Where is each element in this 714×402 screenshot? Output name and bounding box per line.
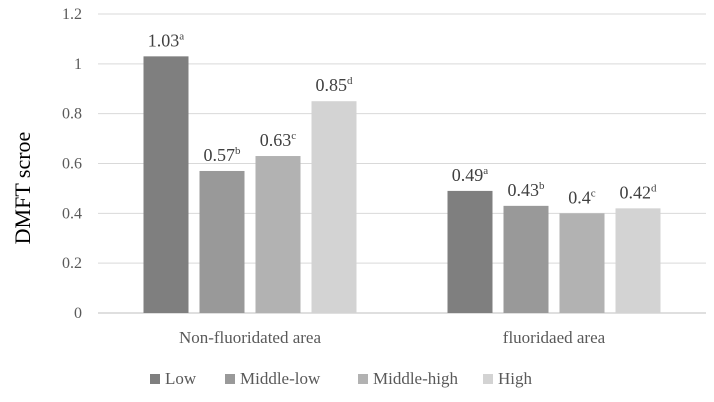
data-label-superscript: a xyxy=(483,165,488,177)
data-label: 0.43b xyxy=(508,180,546,200)
bar xyxy=(503,205,549,313)
y-tick-label: 1.2 xyxy=(62,6,82,23)
y-tick-label: 0.2 xyxy=(62,255,82,272)
data-label-superscript: a xyxy=(179,30,184,42)
bars xyxy=(143,56,661,313)
category-labels: Non-fluoridated area fluoridaed area xyxy=(179,328,606,347)
y-tick-label: 0.6 xyxy=(62,156,82,173)
data-labels: 1.03a 0.57b 0.63c 0.85d 0.49a 0.43b 0.4c 0.42d xyxy=(148,30,657,207)
data-label-superscript: b xyxy=(539,180,545,192)
data-label: 0.57b xyxy=(204,145,242,165)
legend-label: High xyxy=(498,369,533,388)
data-label-superscript: c xyxy=(591,187,596,199)
legend-label: Middle-low xyxy=(240,369,321,388)
bar xyxy=(311,101,357,313)
bar xyxy=(447,190,493,313)
legend-label: Middle-high xyxy=(373,369,458,388)
legend-swatch xyxy=(150,374,160,384)
category-label: Non-fluoridated area xyxy=(179,328,322,347)
y-tick-label: 1 xyxy=(74,56,82,73)
y-tick-labels: 0 0.2 0.4 0.6 0.8 1 1.2 xyxy=(62,6,82,322)
legend-swatch xyxy=(225,374,235,384)
bar xyxy=(199,170,245,313)
data-label: 0.4c xyxy=(568,187,596,207)
y-tick-label: 0 xyxy=(74,305,82,322)
bar xyxy=(559,213,605,313)
legend-swatch xyxy=(358,374,368,384)
bar xyxy=(255,156,301,313)
bar xyxy=(143,56,189,313)
data-label: 0.63c xyxy=(260,130,297,150)
y-tick-label: 0.8 xyxy=(62,106,82,123)
legend-label: Low xyxy=(165,369,197,388)
y-tick-label: 0.4 xyxy=(62,205,82,222)
data-label-superscript: b xyxy=(235,145,241,157)
data-label-superscript: d xyxy=(347,75,353,87)
y-axis-label: DMFT scroe xyxy=(10,132,35,245)
data-label-superscript: c xyxy=(291,130,296,142)
gridlines xyxy=(98,13,706,314)
legend: Low Middle-low Middle-high High xyxy=(150,369,533,388)
data-label-superscript: d xyxy=(651,182,657,194)
legend-swatch xyxy=(483,374,493,384)
data-label: 0.42d xyxy=(620,182,658,202)
data-label: 1.03a xyxy=(148,30,185,50)
bar xyxy=(615,208,661,313)
data-label: 0.85d xyxy=(316,75,354,95)
category-label: fluoridaed area xyxy=(503,328,606,347)
data-label: 0.49a xyxy=(452,165,489,185)
